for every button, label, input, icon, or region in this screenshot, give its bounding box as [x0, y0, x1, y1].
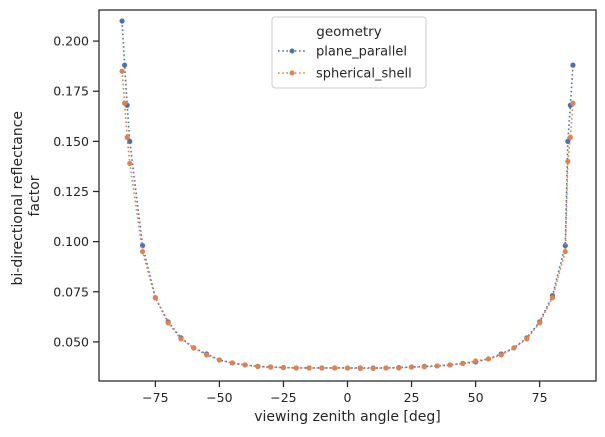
- data-point-plane-parallel: [562, 243, 568, 249]
- data-point-spherical-shell: [191, 345, 197, 351]
- legend-label-spherical-shell: spherical_shell: [316, 67, 412, 82]
- data-point-spherical-shell: [203, 352, 210, 358]
- data-point-spherical-shell: [421, 364, 427, 370]
- data-point-spherical-shell: [165, 320, 171, 326]
- data-point-spherical-shell: [127, 160, 133, 167]
- y-axis-ticks: 0.050 0.075 0.100 0.125 0.150 0.175 0.200: [53, 34, 99, 349]
- data-point-spherical-shell: [472, 358, 479, 364]
- data-point-spherical-shell: [383, 365, 389, 371]
- data-point-spherical-shell: [319, 365, 325, 371]
- legend-box: [271, 16, 427, 89]
- data-point-spherical-shell: [216, 357, 223, 363]
- data-point-spherical-shell: [570, 100, 576, 106]
- data-point-plane-parallel: [570, 62, 576, 68]
- y-tick-label: 0.100: [53, 234, 89, 249]
- data-point-spherical-shell: [370, 365, 376, 371]
- data-point-spherical-shell: [332, 365, 338, 371]
- y-axis-label-line-1: bi-directional reflectance: [10, 111, 26, 286]
- data-point-spherical-shell: [357, 365, 363, 371]
- series-layer: [119, 18, 576, 371]
- data-point-spherical-shell: [537, 320, 543, 326]
- y-tick-label: 0.150: [53, 134, 89, 149]
- x-axis-label: viewing zenith angle [deg]: [254, 409, 440, 425]
- data-point-plane-parallel: [119, 18, 125, 24]
- legend: geometry plane_parallel spherical_shell: [271, 16, 427, 89]
- x-tick-label: −25: [270, 390, 296, 405]
- data-point-spherical-shell: [447, 362, 453, 368]
- data-point-spherical-shell: [344, 365, 351, 371]
- data-point-spherical-shell: [460, 360, 466, 367]
- data-point-spherical-shell: [567, 134, 573, 140]
- data-point-spherical-shell: [562, 249, 568, 255]
- y-tick-label: 0.075: [53, 284, 89, 299]
- legend-marker-plane-parallel: [289, 48, 295, 54]
- legend-marker-spherical-shell: [289, 70, 295, 76]
- y-axis-label: bi-directional reflectance factor: [10, 107, 43, 286]
- y-tick-label: 0.175: [53, 84, 89, 99]
- data-point-spherical-shell: [408, 364, 415, 370]
- data-point-spherical-shell: [268, 364, 274, 370]
- x-tick-label: −50: [206, 390, 232, 405]
- data-point-spherical-shell: [498, 352, 504, 358]
- legend-label-plane-parallel: plane_parallel: [316, 45, 407, 60]
- data-point-spherical-shell: [549, 295, 556, 301]
- x-tick-label: 75: [532, 390, 548, 405]
- data-point-plane-parallel: [122, 62, 128, 68]
- x-tick-label: −75: [142, 390, 168, 405]
- y-axis-label-line-2: factor: [27, 175, 43, 216]
- data-point-plane-parallel: [565, 138, 571, 144]
- y-tick-label: 0.050: [53, 334, 89, 349]
- data-point-spherical-shell: [178, 336, 184, 342]
- data-point-spherical-shell: [119, 68, 125, 74]
- legend-title: geometry: [316, 24, 381, 40]
- x-tick-label: 25: [404, 390, 420, 405]
- data-point-spherical-shell: [485, 356, 492, 362]
- data-point-spherical-shell: [122, 100, 128, 106]
- data-point-spherical-shell: [255, 363, 261, 370]
- x-tick-label: 0: [344, 390, 352, 405]
- data-point-spherical-shell: [293, 365, 299, 371]
- data-point-spherical-shell: [396, 365, 402, 371]
- data-point-spherical-shell: [306, 365, 312, 371]
- y-tick-label: 0.125: [53, 184, 89, 199]
- data-point-spherical-shell: [565, 158, 571, 165]
- x-axis-ticks: −75 −50 −25 0 25 50 75: [142, 381, 548, 405]
- data-point-spherical-shell: [434, 363, 440, 369]
- data-point-spherical-shell: [152, 295, 158, 301]
- y-tick-label: 0.200: [53, 34, 89, 49]
- data-point-spherical-shell: [139, 249, 146, 255]
- data-point-spherical-shell: [242, 362, 248, 368]
- data-point-spherical-shell: [280, 364, 287, 371]
- data-point-spherical-shell: [229, 360, 235, 366]
- data-point-spherical-shell: [124, 134, 130, 140]
- data-point-spherical-shell: [524, 336, 530, 342]
- data-point-spherical-shell: [511, 345, 517, 351]
- x-tick-label: 50: [468, 390, 484, 405]
